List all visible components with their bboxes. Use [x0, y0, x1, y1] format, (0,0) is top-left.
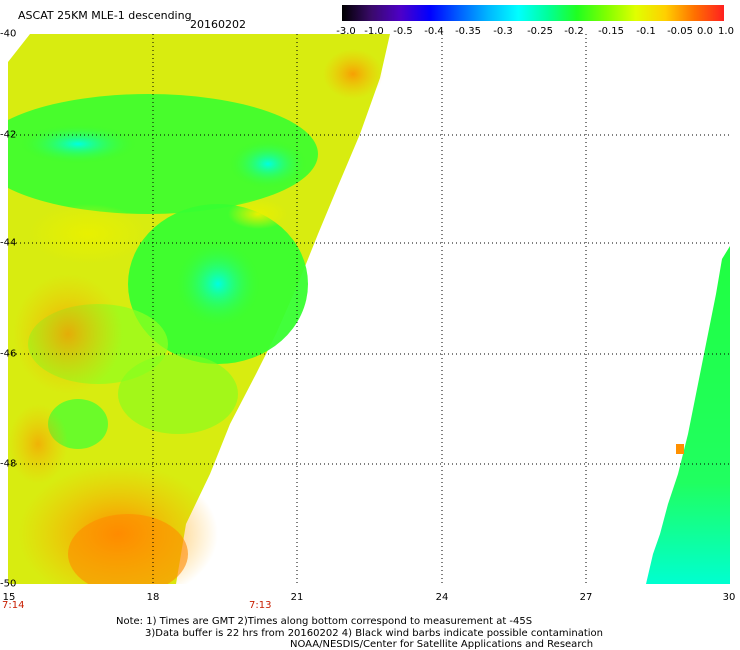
- colorbar-label: -0.4: [424, 26, 444, 37]
- time-label: 7:13: [249, 600, 272, 611]
- time-label: 7:14: [2, 600, 25, 611]
- colorbar-label: -0.1: [636, 26, 656, 37]
- right-swath: [646, 246, 730, 584]
- colorbar-label: 0.0: [697, 26, 713, 37]
- colorbar-label: -0.35: [455, 26, 481, 37]
- lat-label: -50: [0, 578, 17, 590]
- colorbar-label: -0.3: [493, 26, 513, 37]
- lat-label: -42: [0, 129, 17, 141]
- lon-label: 21: [290, 592, 304, 603]
- colorbar-label: -0.25: [527, 26, 553, 37]
- note-line-3: NOAA/NESDIS/Center for Satellite Applica…: [290, 639, 594, 650]
- lat-label: -48: [0, 458, 17, 470]
- right-swath-spot: [676, 444, 684, 454]
- colorbar: [342, 5, 724, 21]
- colorbar-label: -0.2: [564, 26, 584, 37]
- lat-label: -46: [0, 348, 17, 360]
- product-date: 20160202: [190, 18, 246, 31]
- colorbar-label: -0.15: [598, 26, 624, 37]
- product-title: ASCAT 25KM MLE-1 descending: [18, 9, 192, 22]
- lon-label: 24: [435, 592, 449, 603]
- colorbar-label: -0.05: [667, 26, 693, 37]
- note-line-1: Note: 1) Times are GMT 2)Times along bot…: [116, 616, 533, 627]
- lon-label: 15: [2, 592, 16, 603]
- colorbar-label: -1.0: [364, 26, 384, 37]
- lon-label: 27: [579, 592, 593, 603]
- lat-label: -40: [0, 28, 17, 40]
- lon-label: 30: [722, 592, 736, 603]
- colorbar-labels: -3.0 -1.0 -0.5 -0.4 -0.35 -0.3 -0.25 -0.…: [328, 26, 740, 38]
- grid-lines: [8, 34, 730, 584]
- map-plot: [8, 34, 730, 584]
- note-line-2: 3)Data buffer is 22 hrs from 20160202 4)…: [145, 628, 603, 639]
- colorbar-label: -0.5: [393, 26, 413, 37]
- lat-label: -44: [0, 237, 17, 249]
- left-swath: [8, 34, 390, 584]
- lon-label: 18: [146, 592, 160, 603]
- colorbar-label: 1.0: [718, 26, 734, 37]
- colorbar-label: -3.0: [336, 26, 356, 37]
